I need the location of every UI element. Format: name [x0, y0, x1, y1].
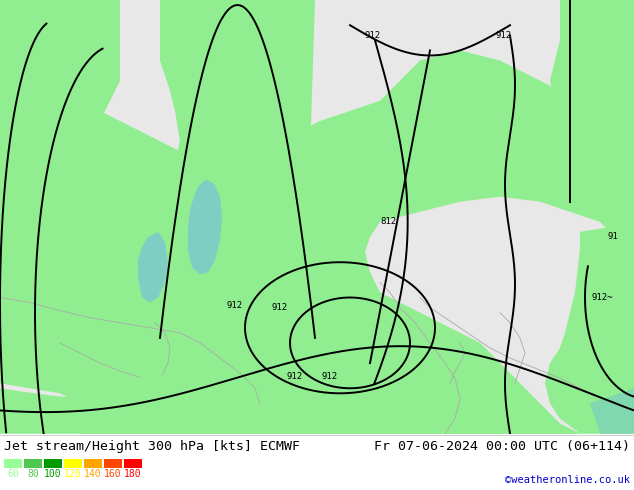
Text: 120: 120 [64, 469, 82, 479]
Polygon shape [188, 179, 222, 274]
Text: 91: 91 [607, 232, 618, 242]
Text: 60: 60 [7, 469, 19, 479]
Text: 912: 912 [287, 372, 303, 381]
Text: 80: 80 [27, 469, 39, 479]
Bar [84, 459, 102, 468]
Text: 180: 180 [124, 469, 142, 479]
Polygon shape [0, 383, 100, 434]
Text: 140: 140 [84, 469, 102, 479]
Text: 912~: 912~ [591, 293, 612, 302]
Bar [4, 459, 22, 468]
Polygon shape [0, 383, 460, 434]
Text: Jet stream/Height 300 hPa [kts] ECMWF: Jet stream/Height 300 hPa [kts] ECMWF [4, 440, 300, 453]
Bar [24, 459, 42, 468]
Polygon shape [590, 388, 634, 434]
Text: 812: 812 [380, 218, 396, 226]
Bar [124, 459, 142, 468]
Text: 912: 912 [365, 31, 381, 40]
Polygon shape [0, 0, 634, 156]
Text: 912: 912 [272, 303, 288, 312]
Polygon shape [560, 0, 634, 131]
Polygon shape [365, 196, 634, 434]
Bar [44, 459, 62, 468]
Text: 912: 912 [322, 372, 338, 381]
Text: 912: 912 [496, 31, 512, 40]
Bar [64, 459, 82, 468]
Polygon shape [540, 0, 634, 212]
Text: 160: 160 [104, 469, 122, 479]
Polygon shape [150, 0, 315, 323]
Text: 912: 912 [227, 301, 243, 310]
Text: Fr 07-06-2024 00:00 UTC (06+114): Fr 07-06-2024 00:00 UTC (06+114) [374, 440, 630, 453]
Text: 100: 100 [44, 469, 61, 479]
Polygon shape [545, 222, 634, 434]
Polygon shape [0, 0, 120, 333]
Bar [104, 459, 122, 468]
Polygon shape [138, 232, 168, 302]
Text: ©weatheronline.co.uk: ©weatheronline.co.uk [505, 475, 630, 485]
